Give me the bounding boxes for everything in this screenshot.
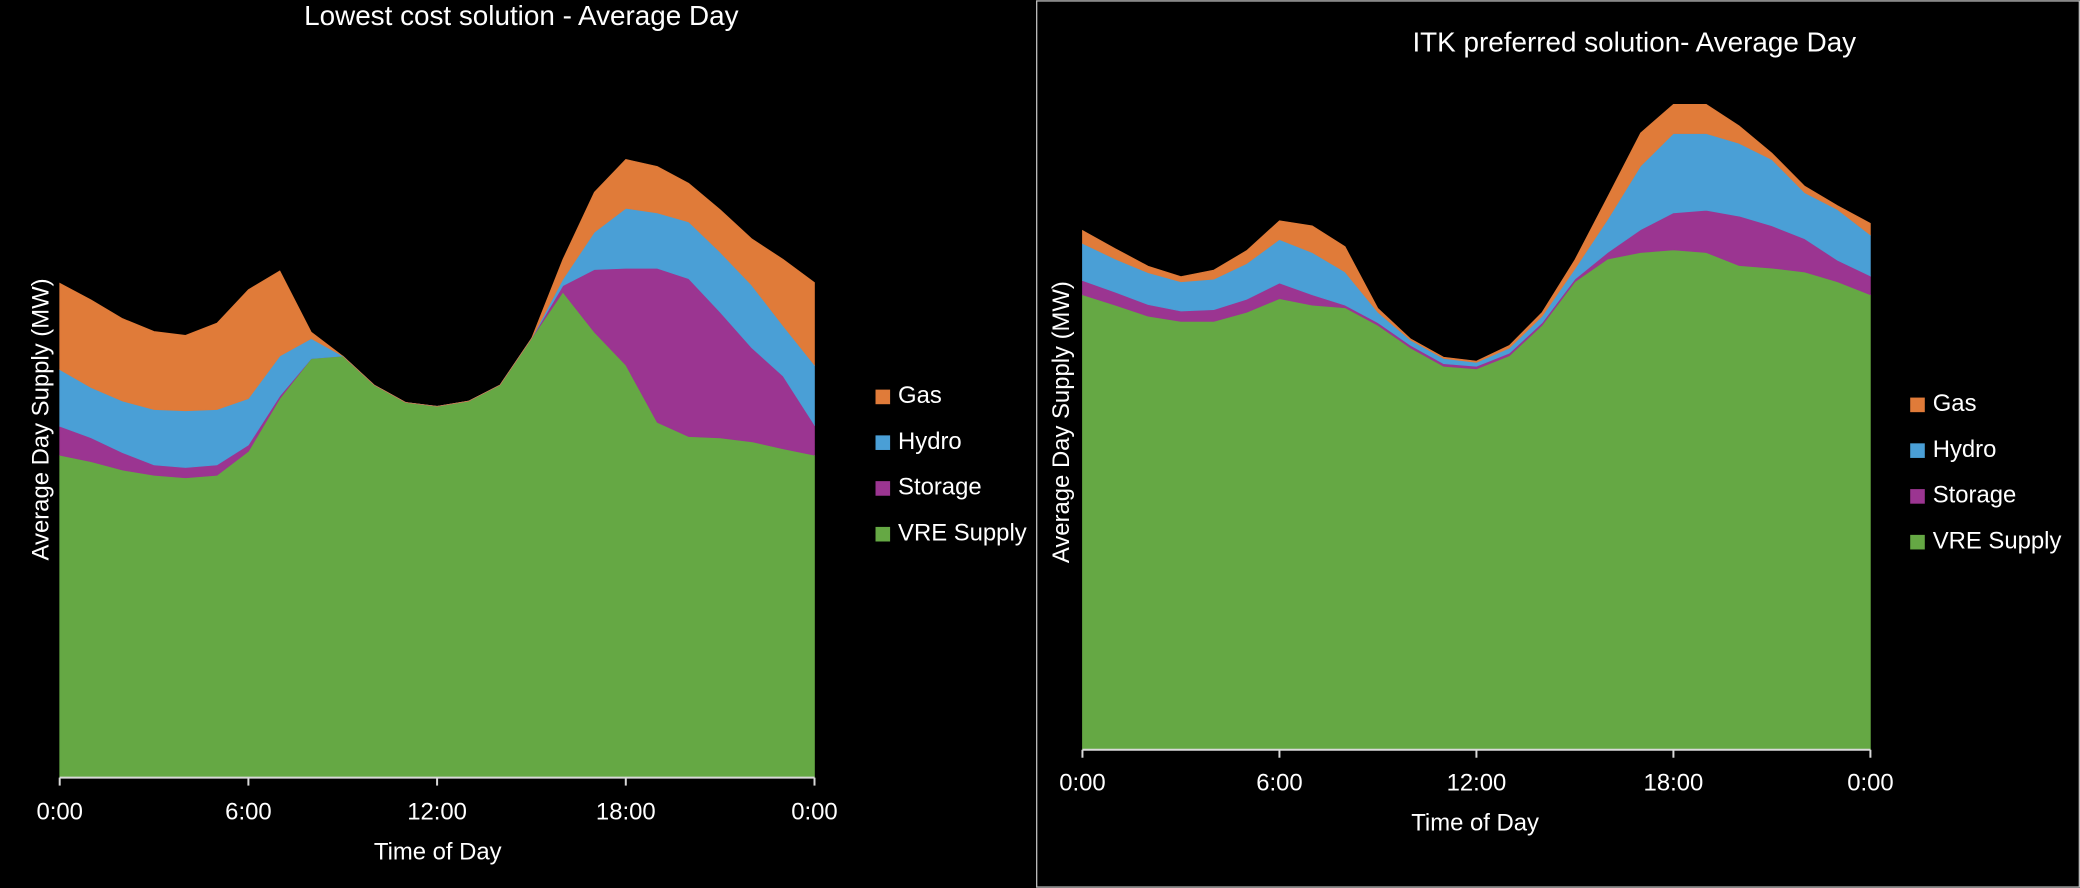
x-axis-label: Time of Day: [374, 839, 502, 866]
x-tick-label: 0:00: [791, 799, 837, 826]
area: [1082, 103, 1871, 363]
x-tick-label: 6:00: [1256, 770, 1302, 797]
y-axis-label: Average Day Supply (MW): [1048, 281, 1075, 563]
x-tick-label: 6:00: [225, 799, 271, 826]
legend-swatch: [875, 435, 891, 450]
chart-title: Lowest cost solution - Average Day: [304, 0, 738, 31]
legend-swatch: [1910, 397, 1925, 413]
legend-swatch: [875, 526, 891, 542]
legend-label: Gas: [898, 382, 942, 409]
legend-swatch: [875, 481, 891, 496]
legend-label: Hydro: [898, 428, 962, 455]
x-axis-label: Time of Day: [1411, 809, 1539, 836]
legend-label: Gas: [1933, 390, 1977, 417]
legend-swatch: [875, 389, 891, 405]
y-axis-label: Average Day Supply (MW): [28, 278, 55, 560]
legend-swatch: [1910, 534, 1925, 550]
x-tick-label: 18:00: [596, 799, 656, 826]
x-tick-label: 12:00: [1447, 770, 1507, 797]
x-tick-label: 18:00: [1644, 770, 1704, 797]
legend-swatch: [1910, 443, 1925, 458]
chart-title: ITK preferred solution- Average Day: [1412, 26, 1856, 57]
area: [1082, 249, 1871, 751]
area: [59, 158, 815, 412]
panel-border: [1036, 0, 2080, 888]
legend-swatch: [1910, 489, 1925, 504]
x-tick-label: 12:00: [407, 799, 467, 826]
legend-label: Storage: [1933, 482, 2017, 509]
x-tick-label: 0:00: [1059, 770, 1105, 797]
legend-label: VRE Supply: [898, 520, 1027, 547]
x-tick-label: 0:00: [36, 799, 82, 826]
legend-label: VRE Supply: [1933, 527, 2062, 554]
x-tick-label: 0:00: [1847, 770, 1893, 797]
legend-label: Hydro: [1933, 436, 1997, 463]
legend-label: Storage: [898, 474, 982, 501]
